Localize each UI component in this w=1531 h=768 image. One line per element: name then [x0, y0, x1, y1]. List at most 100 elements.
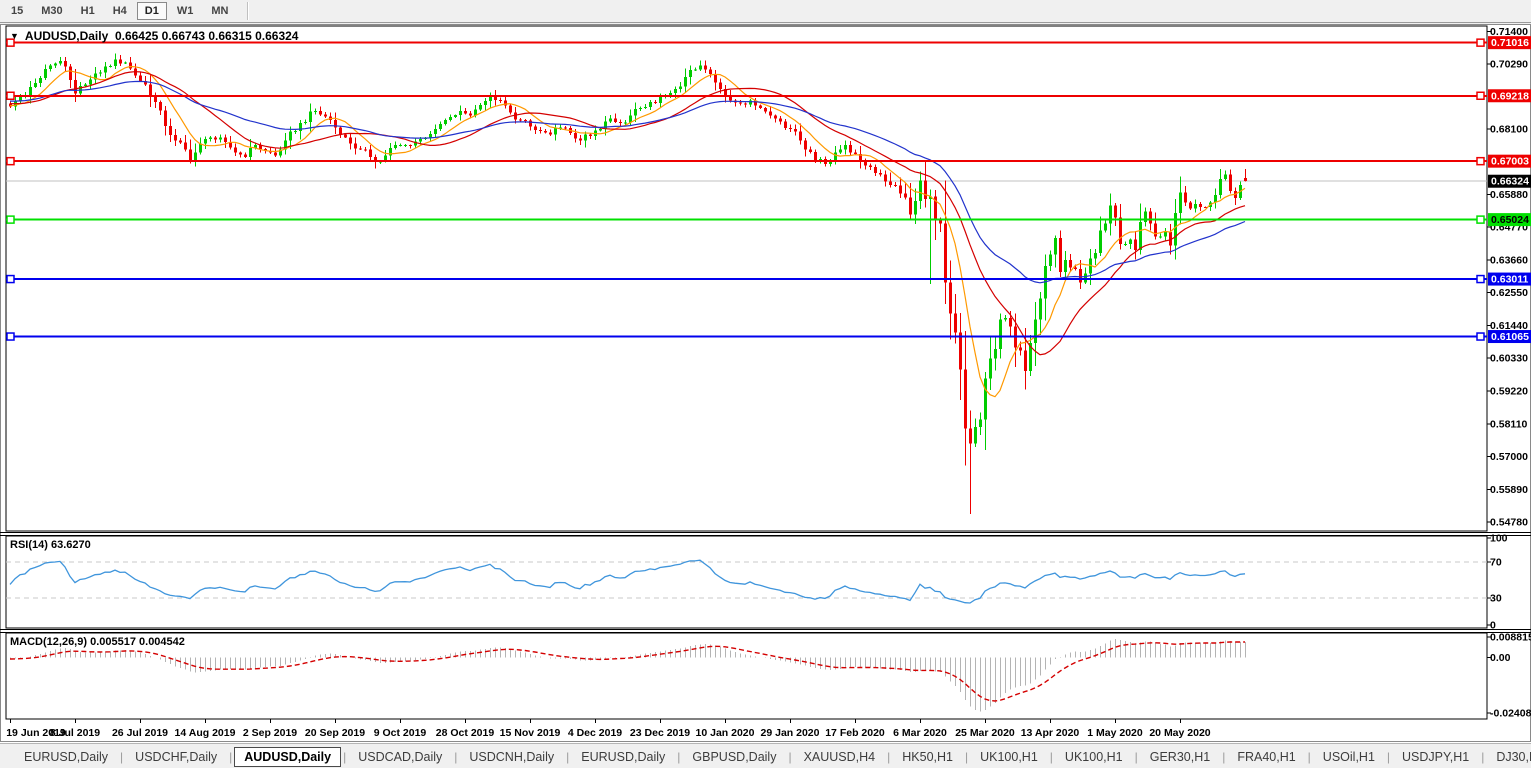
chart-tab-usdcad-daily[interactable]: USDCAD,Daily — [358, 749, 443, 764]
candle-body — [694, 69, 697, 71]
timeframe-button-w1[interactable]: W1 — [176, 5, 194, 17]
macd-scale-label: 0.008815 — [1490, 632, 1531, 644]
candle-body — [814, 152, 817, 162]
candle-body — [849, 145, 852, 153]
candle-body — [244, 154, 247, 157]
candle-body — [179, 140, 182, 143]
rsi-scale-label: 70 — [1490, 557, 1502, 569]
chart-tab-eurusd-daily[interactable]: EURUSD,Daily — [581, 749, 666, 764]
candle-body — [924, 180, 927, 200]
rsi-scale-label: 0 — [1490, 620, 1496, 632]
candle-body — [194, 152, 197, 162]
candle-body — [714, 74, 717, 83]
candle-body — [139, 75, 142, 81]
chart-tab-usoil-h1[interactable]: USOil,H1 — [1322, 749, 1375, 764]
candle-body — [854, 152, 857, 154]
tab-separator: | — [1386, 749, 1391, 764]
candle-body — [1054, 238, 1057, 255]
date-tick-label: 8 Jul 2019 — [50, 727, 100, 739]
hline-price-label: 0.61065 — [1491, 331, 1529, 343]
candle-body — [1099, 230, 1102, 253]
chart-tab-eurusd-daily[interactable]: EURUSD,Daily — [24, 749, 109, 764]
candle-body — [314, 111, 317, 113]
candle-body — [284, 140, 287, 150]
moving-average-20 — [9, 71, 1246, 356]
candle-body — [454, 115, 457, 117]
line-anchor-marker — [6, 38, 15, 47]
candle-body — [84, 84, 87, 87]
price-tick-label: 0.70290 — [1490, 59, 1528, 71]
candle-body — [1174, 212, 1177, 246]
chart-tab-dj30-daily[interactable]: DJ30,Daily — [1496, 749, 1531, 764]
moving-average-40 — [10, 80, 1246, 284]
price-chart[interactable]: 0.714000.702900.681000.658800.647700.636… — [0, 24, 1531, 743]
candle-body — [889, 181, 892, 185]
chart-tab-uk100-h1[interactable]: UK100,H1 — [980, 749, 1038, 764]
line-anchor-marker — [1476, 215, 1485, 224]
candle-body — [804, 140, 807, 150]
timeframe-button-mn[interactable]: MN — [211, 5, 229, 17]
chart-tab-fra40-h1[interactable]: FRA40,H1 — [1237, 749, 1296, 764]
macd-panel — [5, 632, 1488, 720]
chart-tab-xauusd-h4[interactable]: XAUUSD,H4 — [803, 749, 876, 764]
candle-body — [909, 197, 912, 215]
candle-body — [1119, 217, 1122, 244]
candle-body — [954, 313, 957, 333]
chart-symbol-label: AUDUSD,Daily — [24, 29, 109, 43]
candle-body — [989, 358, 992, 379]
candle-body — [1009, 317, 1012, 327]
candle-body — [89, 79, 92, 85]
candle-body — [1149, 211, 1152, 224]
timeframe-button-15[interactable]: 15 — [11, 5, 24, 17]
date-tick-label: 19 Jun 2019 — [6, 727, 66, 739]
candle-body — [1214, 195, 1217, 203]
candle-body — [274, 152, 277, 156]
candle-body — [549, 132, 552, 135]
candle-body — [579, 138, 582, 141]
candle-body — [599, 128, 602, 131]
chart-tab-hk50-h1[interactable]: HK50,H1 — [902, 749, 953, 764]
candle-body — [574, 133, 577, 139]
chart-tab-usdchf-daily[interactable]: USDCHF,Daily — [135, 749, 218, 764]
candle-body — [149, 84, 152, 97]
tab-separator: | — [1222, 749, 1226, 764]
timeframe-button-h1[interactable]: H1 — [80, 5, 95, 17]
candle-body — [659, 96, 662, 104]
candle-body — [879, 172, 882, 175]
macd-indicator-label: MACD(12,26,9) 0.005517 0.004542 — [10, 636, 185, 648]
timeframe-button-m30[interactable]: M30 — [41, 5, 63, 17]
candle-body — [489, 94, 492, 102]
chart-tab-ger30-h1[interactable]: GER30,H1 — [1149, 749, 1211, 764]
moving-average-8 — [9, 65, 1246, 398]
candle-body — [719, 82, 722, 89]
candle-body — [1074, 267, 1077, 270]
candle-body — [794, 128, 797, 132]
candle-body — [754, 100, 757, 106]
chart-window: 0.71400 0.70290 0.68100 0.65880 0.64770 0.636… — [0, 24, 1531, 743]
candle-body — [1159, 236, 1162, 238]
timeframe-button-d1[interactable]: D1 — [136, 2, 167, 20]
rsi-scale-label: 100 — [1490, 533, 1508, 545]
date-tick-label: 13 Apr 2020 — [1021, 727, 1080, 739]
candle-body — [199, 143, 202, 153]
chart-tab-gbpusd-daily[interactable]: GBPUSD,Daily — [692, 749, 777, 764]
candle-body — [1169, 232, 1172, 246]
candle-body — [939, 220, 942, 224]
candle-body — [429, 133, 432, 138]
candle-body — [724, 88, 727, 96]
candle-body — [944, 223, 947, 283]
candle-body — [1164, 232, 1167, 237]
candle-body — [1094, 252, 1097, 259]
candle-body — [844, 145, 847, 150]
date-tick-label: 9 Oct 2019 — [374, 727, 427, 739]
chart-tab-uk100-h1[interactable]: UK100,H1 — [1064, 749, 1123, 764]
chart-title: ▼ AUDUSD,Daily 0.66425 0.66743 0.66315 0.… — [10, 29, 298, 43]
chart-dropdown-icon[interactable]: ▼ — [10, 31, 19, 41]
chart-tab-usdcnh-daily[interactable]: USDCNH,Daily — [469, 749, 555, 764]
timeframe-button-h4[interactable]: H4 — [112, 5, 127, 17]
candle-body — [959, 332, 962, 370]
chart-tab-usdjpy-h1[interactable]: USDJPY,H1 — [1402, 749, 1470, 764]
line-anchor-marker — [6, 274, 15, 284]
candle-body — [214, 137, 217, 140]
chart-tab-audusd-daily[interactable]: AUDUSD,Daily — [234, 746, 342, 767]
